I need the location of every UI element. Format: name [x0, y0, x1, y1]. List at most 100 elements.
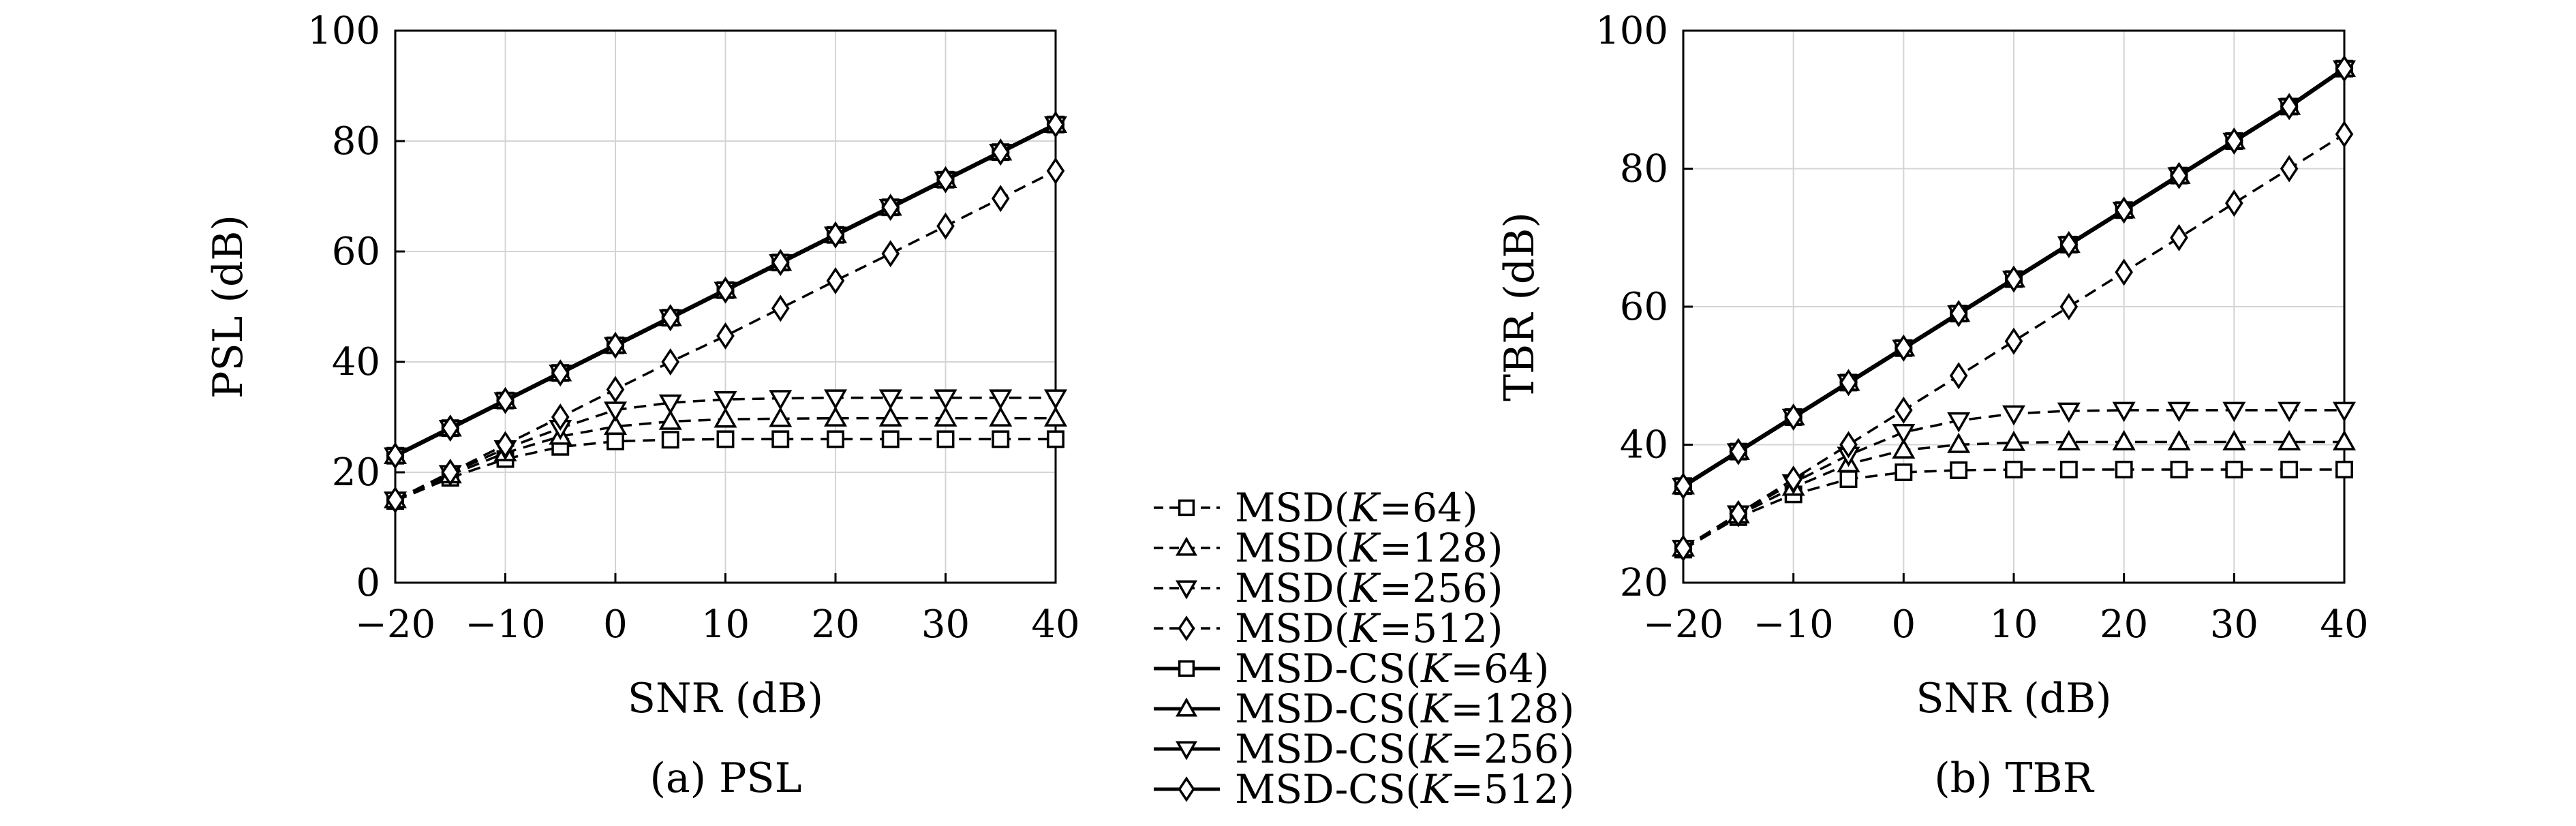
data-point [991, 138, 1010, 166]
data-point [878, 406, 902, 427]
y-tick-label: 20 [1620, 561, 1668, 605]
data-point [2167, 401, 2191, 423]
legend-marker-sample [1175, 697, 1198, 717]
x-tick-label: −10 [465, 602, 545, 647]
data-point [826, 266, 845, 294]
x-axis-label: SNR (dB) [1916, 675, 2111, 722]
legend-label-prefix: MSD( [1235, 605, 1349, 652]
legend-marker-sample [1178, 615, 1195, 641]
data-point [1729, 500, 1748, 527]
data-point [881, 240, 900, 268]
data-point [2278, 401, 2301, 423]
legend-label-k: K [1349, 485, 1381, 531]
data-point [1947, 412, 1971, 433]
legend-entry: MSD-CS(K=64) [1154, 645, 1549, 692]
data-point [2057, 402, 2081, 423]
data-point [2115, 461, 2133, 478]
y-tick-label: 100 [1595, 9, 1668, 53]
data-point [1046, 110, 1065, 138]
data-point [2170, 461, 2188, 478]
data-point [823, 389, 848, 410]
legend-label-prefix: MSD-CS( [1235, 645, 1421, 692]
data-point [658, 409, 682, 430]
data-point [1895, 334, 1913, 362]
legend-entry: MSD(K=512) [1154, 605, 1503, 652]
x-tick-label: 30 [2210, 602, 2258, 647]
data-point [769, 390, 793, 410]
legend-label-suffix: =128) [1450, 686, 1574, 732]
legend-label-suffix: =64) [1450, 645, 1549, 692]
data-point [716, 322, 735, 350]
data-point [603, 414, 628, 435]
data-point [551, 359, 570, 387]
legend-label-k: K [1420, 686, 1453, 732]
data-point [1046, 157, 1065, 185]
data-point [2222, 429, 2246, 450]
legend-label-suffix: =64) [1379, 485, 1478, 531]
data-point [1047, 430, 1064, 448]
data-point [2057, 429, 2081, 450]
x-tick-label: −10 [1753, 602, 1834, 647]
data-point [661, 348, 680, 376]
data-point [2225, 189, 2243, 217]
data-point [1839, 369, 1858, 397]
legend-label-prefix: MSD-CS( [1235, 766, 1421, 812]
y-axis-label: PSL (dB) [204, 215, 252, 399]
series-msd-k-512 [386, 157, 1065, 514]
panel-tbr: −20 −10 0 10 20 30 40 20 40 60 80 100 SNR (dB) TBR (d… [1496, 9, 2369, 802]
legend-label-k: K [1420, 726, 1453, 772]
data-point [2059, 461, 2078, 478]
data-point [881, 430, 900, 448]
data-point [771, 430, 790, 448]
data-point [881, 194, 900, 221]
data-point [2170, 162, 2188, 189]
data-point [1839, 470, 1858, 489]
data-point [826, 221, 845, 249]
data-point [606, 376, 625, 403]
x-tick-label: 40 [2320, 602, 2368, 647]
legend-entry: MSD-CS(K=256) [1154, 726, 1574, 772]
x-tick-label: −20 [1643, 602, 1723, 647]
data-point [496, 386, 515, 414]
legend-label-prefix: MSD( [1235, 485, 1349, 531]
legend-entry: MSD-CS(K=128) [1154, 686, 1574, 732]
data-point [769, 406, 793, 427]
data-point [386, 486, 405, 514]
x-tick-label: 10 [1989, 602, 2038, 647]
data-point [934, 389, 957, 410]
data-point [1784, 465, 1803, 493]
data-point [1949, 300, 1968, 328]
legend-entry: MSD(K=256) [1154, 565, 1503, 611]
data-point [771, 249, 790, 277]
legend-label-k: K [1349, 605, 1381, 652]
data-point [2002, 430, 2026, 451]
data-point [714, 391, 737, 412]
series-msd-cs-k-512 [1674, 55, 2354, 500]
data-point [1674, 534, 1693, 562]
data-point [607, 432, 624, 450]
data-point [2005, 461, 2023, 478]
data-point [989, 406, 1013, 427]
data-point [2167, 429, 2191, 450]
x-tick-label: 20 [811, 602, 859, 647]
data-point [661, 304, 680, 332]
x-axis-label: SNR (dB) [628, 675, 823, 722]
legend-label-prefix: MSD( [1235, 525, 1349, 571]
data-point [1895, 396, 1913, 424]
data-point [827, 430, 844, 448]
data-point [2112, 429, 2136, 450]
data-point [1895, 463, 1913, 481]
legend-entry: MSD(K=128) [1154, 525, 1503, 571]
data-point [1947, 432, 1971, 453]
legend-label-suffix: =256) [1379, 565, 1503, 611]
data-point [716, 276, 735, 304]
legend-label-prefix: MSD-CS( [1235, 686, 1421, 732]
data-point [1729, 438, 1748, 465]
series-msd-k-512 [1674, 120, 2354, 562]
panel-caption: (b) TBR [1934, 754, 2094, 802]
x-tick-label: 0 [1892, 602, 1916, 647]
data-point [2115, 258, 2133, 286]
legend-marker-sample [1178, 660, 1195, 677]
legend-label-suffix: =512) [1450, 766, 1574, 812]
